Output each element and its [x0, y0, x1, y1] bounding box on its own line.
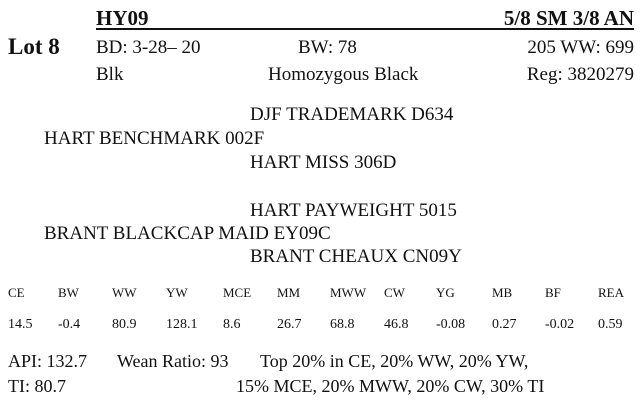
- epd-value-mce: 8.6: [223, 317, 241, 332]
- genotype: Homozygous Black: [268, 64, 419, 85]
- breed-composition: 5/8 SM 3/8 AN: [503, 6, 634, 30]
- epd-header-mww: MWW: [330, 285, 367, 300]
- epd-value-ce: 14.5: [8, 317, 33, 332]
- epd-header-mb: MB: [492, 285, 513, 300]
- epd-value-cw: 46.8: [384, 317, 409, 332]
- epd-header-rea: REA: [598, 285, 624, 300]
- top-percent-line2: 15% MCE, 20% MWW, 20% CW, 30% TI: [236, 376, 545, 396]
- epd-header-yg: YG: [436, 285, 455, 300]
- epd-value-mb: 0.27: [492, 317, 517, 332]
- wean-ratio: Wean Ratio: 93: [117, 351, 229, 371]
- api-index: API: 132.7: [8, 351, 88, 371]
- registration-number: Reg: 3820279: [526, 64, 634, 85]
- epd-header-mm: MM: [277, 285, 301, 300]
- epd-value-yg: -0.08: [436, 317, 466, 332]
- epd-header-cw: CW: [384, 285, 405, 300]
- dam-sire: HART PAYWEIGHT 5015: [250, 200, 457, 221]
- epd-value-ww: 80.9: [112, 317, 137, 332]
- animal-id: HY09: [96, 6, 149, 30]
- sire-sire: DJF TRADEMARK D634: [250, 104, 454, 125]
- epd-header-bw: BW: [58, 285, 79, 300]
- lot-number: Lot 8: [8, 34, 60, 59]
- dam-dam: BRANT CHEAUX CN09Y: [250, 246, 462, 267]
- epd-header-yw: YW: [166, 285, 188, 300]
- sire: HART BENCHMARK 002F: [44, 128, 265, 149]
- epd-value-rea: 0.59: [598, 317, 623, 332]
- weaning-weight: 205 WW: 699: [527, 37, 634, 58]
- epd-value-bw: -0.4: [58, 317, 81, 332]
- birth-date: BD: 3-28– 20: [96, 37, 201, 58]
- epd-header-mce: MCE: [223, 285, 252, 300]
- color: Blk: [96, 64, 124, 85]
- epd-header-bf: BF: [545, 285, 561, 300]
- birth-weight: BW: 78: [298, 37, 357, 58]
- epd-value-mww: 68.8: [330, 317, 355, 332]
- epd-value-mm: 26.7: [277, 317, 302, 332]
- sire-dam: HART MISS 306D: [250, 152, 397, 173]
- ti-index: TI: 80.7: [8, 376, 66, 396]
- top-percent-line1: Top 20% in CE, 20% WW, 20% YW,: [260, 351, 529, 371]
- epd-header-ce: CE: [8, 285, 25, 300]
- epd-header-ww: WW: [112, 285, 137, 300]
- epd-value-yw: 128.1: [166, 317, 198, 332]
- header-rule: [96, 28, 634, 30]
- dam: BRANT BLACKCAP MAID EY09C: [44, 223, 331, 244]
- epd-value-bf: -0.02: [545, 317, 575, 332]
